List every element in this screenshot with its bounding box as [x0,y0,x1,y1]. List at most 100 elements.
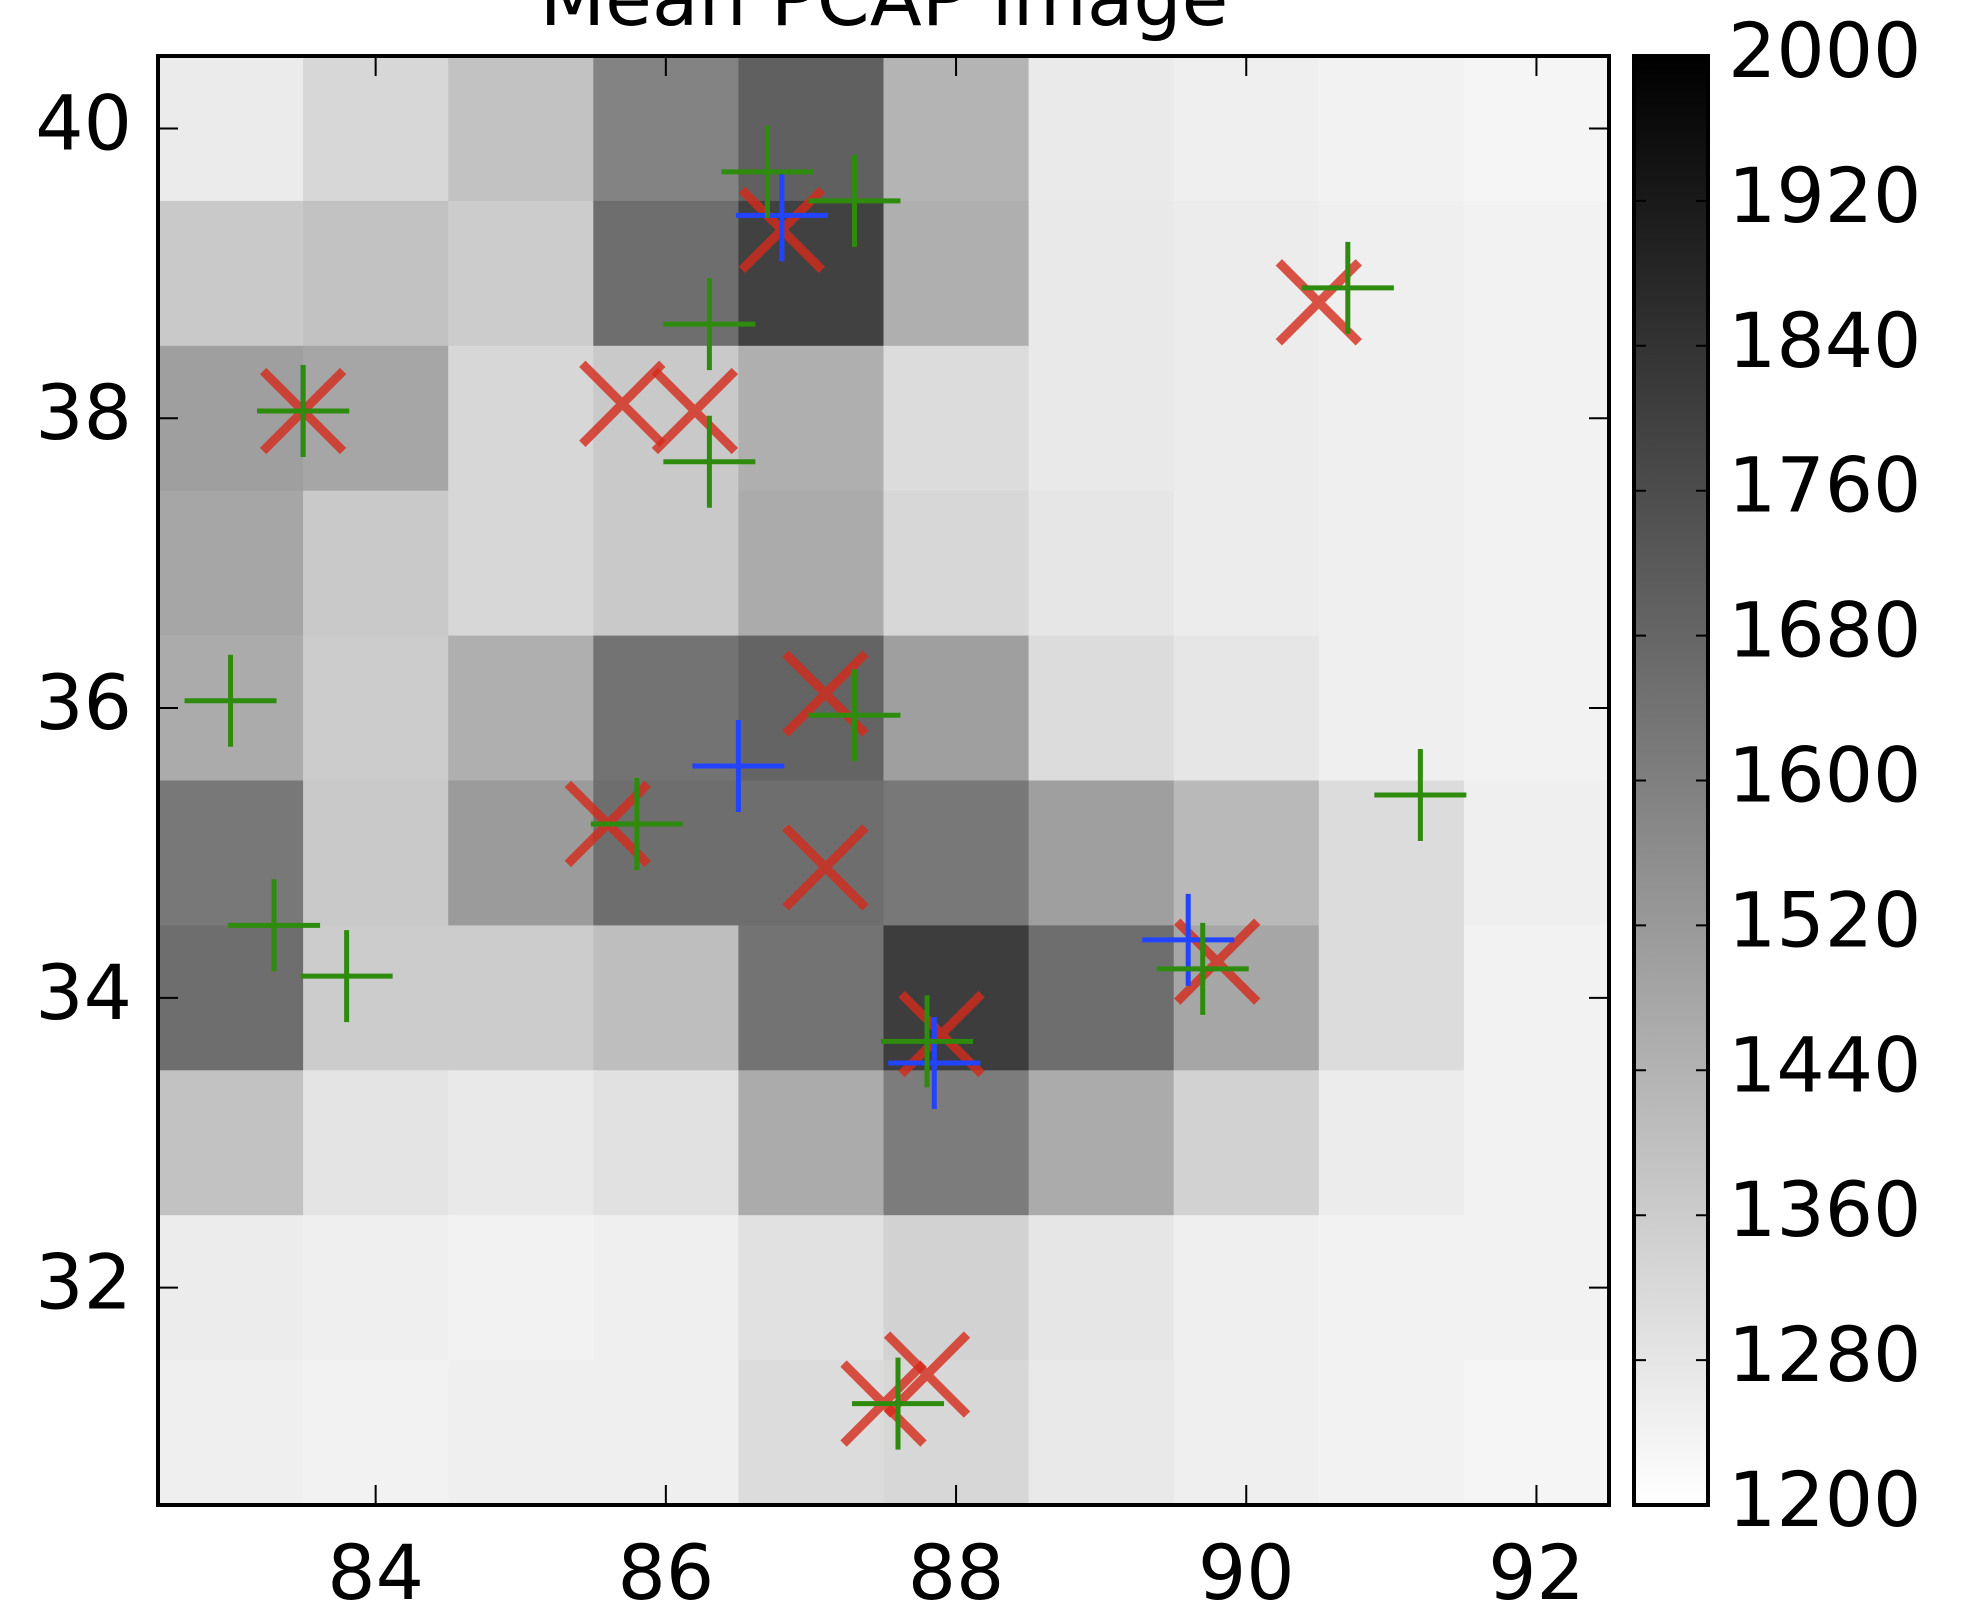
heatmap-cell [303,1215,449,1360]
heatmap-cell [1029,1360,1175,1505]
heatmap-cell [448,346,594,491]
heatmap-cell [1029,56,1175,201]
heatmap-cell [738,201,884,346]
colorbar-tick-label: 1600 [1728,730,1921,819]
heatmap-cell [158,1360,304,1505]
x-tick-label: 84 [327,1528,424,1606]
heatmap-cell [1464,1215,1610,1360]
heatmap-cell [1319,1070,1465,1215]
heatmap-cell [158,781,304,926]
heatmap-cell [738,1215,884,1360]
heatmap-cell [1174,1360,1320,1505]
heatmap-cell [158,1070,304,1215]
heatmap-cell [1464,1360,1610,1505]
heatmap-cell [1174,925,1320,1070]
heatmap-cell [1319,56,1465,201]
heatmap-cell [1319,1360,1465,1505]
colorbar-tick-label: 1520 [1728,875,1921,964]
colorbar-tick-label: 2000 [1728,6,1921,95]
heatmap-cell [884,491,1030,636]
heatmap-cell [158,925,304,1070]
y-tick-label: 38 [35,368,132,457]
colorbar-tick-label: 1680 [1728,586,1921,675]
heatmap-cell [884,201,1030,346]
heatmap-cell [738,346,884,491]
heatmap-cell [1319,781,1465,926]
heatmap-cell [884,56,1030,201]
heatmap-cell [884,636,1030,781]
heatmap-cell [1464,781,1610,926]
heatmap-cell [1464,201,1610,346]
heatmap-cell [738,925,884,1070]
heatmap-cell [1174,1070,1320,1215]
colorbar-tick-label: 1840 [1728,296,1921,385]
heatmap-cell [303,925,449,1070]
heatmap-cell [303,1360,449,1505]
x-tick-label: 90 [1198,1528,1295,1606]
heatmap-cell [448,781,594,926]
heatmap-cell [1174,491,1320,636]
heatmap-cell [448,1070,594,1215]
heatmap-cell [448,56,594,201]
heatmap-cell [1464,491,1610,636]
heatmap-cell [593,636,739,781]
heatmap-cell [593,1215,739,1360]
heatmap-cell [158,1215,304,1360]
heatmap-cell [158,346,304,491]
colorbar-tick-label: 1200 [1728,1455,1921,1544]
heatmap-cell [448,491,594,636]
colorbar-tick-label: 1360 [1728,1165,1921,1254]
heatmap-cell [1464,636,1610,781]
y-tick-label: 40 [35,78,132,167]
heatmap-cell [1464,346,1610,491]
chart-title: Mean PCAP image [540,0,1229,43]
heatmap-cell [158,201,304,346]
heatmap-cell [448,636,594,781]
heatmap-cell [1029,1215,1175,1360]
heatmap-cell [1029,781,1175,926]
y-tick-label: 34 [35,948,132,1037]
heatmap-cell [303,781,449,926]
heatmap-cell [738,56,884,201]
heatmap-cell [593,1360,739,1505]
heatmap-cell [1029,201,1175,346]
heatmap-cell [448,925,594,1070]
heatmap-cell [303,56,449,201]
heatmap-cell [448,201,594,346]
y-tick-label: 36 [35,658,132,747]
heatmap-cell [1319,491,1465,636]
heatmap-cell [1029,346,1175,491]
heatmap-cell [1464,56,1610,201]
heatmap-cell [303,346,449,491]
heatmap-cell [593,56,739,201]
heatmap-cell [1174,56,1320,201]
colorbar-tick-label: 1280 [1728,1310,1921,1399]
heatmap-cell [884,1070,1030,1215]
colorbar-tick-label: 1920 [1728,151,1921,240]
heatmap-cell [1319,925,1465,1070]
heatmap-cell [1174,636,1320,781]
heatmap-cell [738,1070,884,1215]
x-tick-label: 88 [908,1528,1005,1606]
heatmap-cell [593,1070,739,1215]
heatmap-cell [884,346,1030,491]
heatmap-cell [1174,346,1320,491]
heatmap-cell [1319,1215,1465,1360]
heatmap-cell [1029,636,1175,781]
heatmap-cell [1319,346,1465,491]
heatmap-cell [303,636,449,781]
heatmap-cell [1174,781,1320,926]
heatmap-cell [1029,925,1175,1070]
heatmap-cell [303,201,449,346]
heatmap-cell [1029,1070,1175,1215]
heatmap-cell [593,346,739,491]
heatmap-cell [593,491,739,636]
heatmap-cell [1464,925,1610,1070]
heatmap-cell [593,781,739,926]
heatmap-cell [303,1070,449,1215]
colorbar-tick-label: 1440 [1728,1020,1921,1109]
y-tick-label: 32 [35,1238,132,1327]
heatmap [158,56,1610,1506]
heatmap-cell [738,491,884,636]
heatmap-cell [884,781,1030,926]
